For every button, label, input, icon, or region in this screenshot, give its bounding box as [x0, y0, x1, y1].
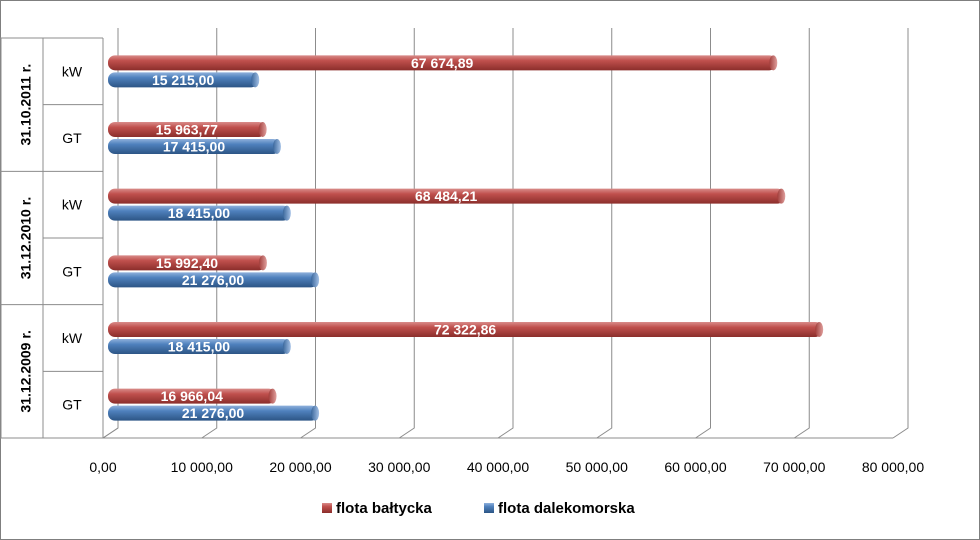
- x-tick-label: 0,00: [89, 459, 116, 475]
- floor-edge: [102, 427, 119, 439]
- bar-baltycka: [108, 188, 785, 204]
- category-label: GT: [62, 130, 82, 146]
- x-tick-label: 30 000,00: [368, 459, 430, 475]
- bar-dalekomorska: [108, 205, 290, 221]
- group-label: 31.12.2009 r.: [18, 330, 34, 413]
- bar-cap-dalekomorska: [272, 139, 281, 154]
- gridline: [201, 28, 218, 439]
- x-tick-label: 70 000,00: [763, 459, 825, 475]
- gridline: [793, 28, 810, 439]
- bar-cap-baltycka: [268, 388, 277, 404]
- bar-baltycka: [108, 388, 276, 404]
- gridlines: [102, 28, 909, 439]
- legend-label-dalekomorska: flota dalekomorska: [498, 500, 635, 517]
- bar-dalekomorska: [108, 405, 319, 421]
- bar-dalekomorska: [108, 139, 280, 154]
- gridline: [695, 28, 711, 439]
- bar-dalekomorska: [108, 272, 319, 288]
- data-label-dalekomorska: 18 415,00: [168, 205, 230, 221]
- data-label-dalekomorska: 21 276,00: [182, 405, 244, 421]
- data-label-dalekomorska: 18 415,00: [168, 339, 230, 355]
- data-label-baltycka: 16 966,04: [161, 388, 223, 404]
- data-label-baltycka: 15 992,40: [156, 255, 218, 271]
- group-label: 31.10.2011 r.: [18, 64, 34, 146]
- legend-swatch-dalekomorska: [484, 503, 494, 513]
- data-label-baltycka: 72 322,86: [434, 322, 496, 338]
- category-label: GT: [62, 397, 82, 413]
- bar-cap-dalekomorska: [251, 72, 260, 88]
- legend: flota bałtycka flota dalekomorska: [322, 500, 635, 517]
- bar-cap-dalekomorska: [282, 339, 291, 354]
- data-label-baltycka: 68 484,21: [415, 188, 477, 204]
- category-label: GT: [62, 263, 82, 279]
- x-tick-label: 80 000,00: [862, 459, 924, 475]
- data-label-baltycka: 67 674,89: [411, 55, 473, 71]
- data-label-dalekomorska: 21 276,00: [182, 272, 244, 288]
- x-tick-label: 40 000,00: [467, 459, 529, 475]
- bar-dalekomorska: [108, 339, 290, 354]
- gridline: [300, 28, 316, 439]
- bar-baltycka: [108, 122, 266, 137]
- gridline: [102, 28, 119, 439]
- bar-dalekomorska: [108, 72, 259, 88]
- bar-cap-baltycka: [815, 322, 824, 337]
- bar-cap-baltycka: [777, 188, 786, 204]
- bar-cap-dalekomorska: [311, 405, 320, 421]
- bar-baltycka: [108, 255, 266, 271]
- legend-label-baltycka: flota bałtycka: [336, 500, 433, 517]
- x-tick-label: 10 000,00: [171, 459, 233, 475]
- bar-cap-baltycka: [769, 55, 778, 71]
- bar-cap-baltycka: [258, 255, 267, 271]
- gridline: [596, 28, 613, 439]
- bar-cap-baltycka: [258, 122, 267, 137]
- group-label: 31.12.2010 r.: [18, 197, 34, 280]
- category-label: kW: [62, 63, 83, 79]
- bar-cap-dalekomorska: [282, 205, 291, 221]
- bar-cap-dalekomorska: [311, 272, 320, 288]
- x-tick-label: 60 000,00: [664, 459, 726, 475]
- category-label: kW: [62, 330, 83, 346]
- gridline: [398, 28, 415, 439]
- gridline: [892, 28, 909, 439]
- data-label-dalekomorska: 17 415,00: [163, 139, 225, 155]
- data-label-baltycka: 15 963,77: [156, 122, 218, 138]
- bar-baltycka: [108, 322, 823, 337]
- bar-baltycka: [108, 55, 777, 71]
- legend-swatch-baltycka: [322, 503, 332, 513]
- gridline: [497, 28, 514, 439]
- category-label: kW: [62, 197, 83, 213]
- data-label-dalekomorska: 15 215,00: [152, 72, 214, 88]
- category-labels: 31.10.2011 r. kW GT 31.12.2010 r. kW GT 31.12.…: [0, 37, 103, 439]
- x-tick-label: 20 000,00: [269, 459, 331, 475]
- x-tick-label: 50 000,00: [566, 459, 628, 475]
